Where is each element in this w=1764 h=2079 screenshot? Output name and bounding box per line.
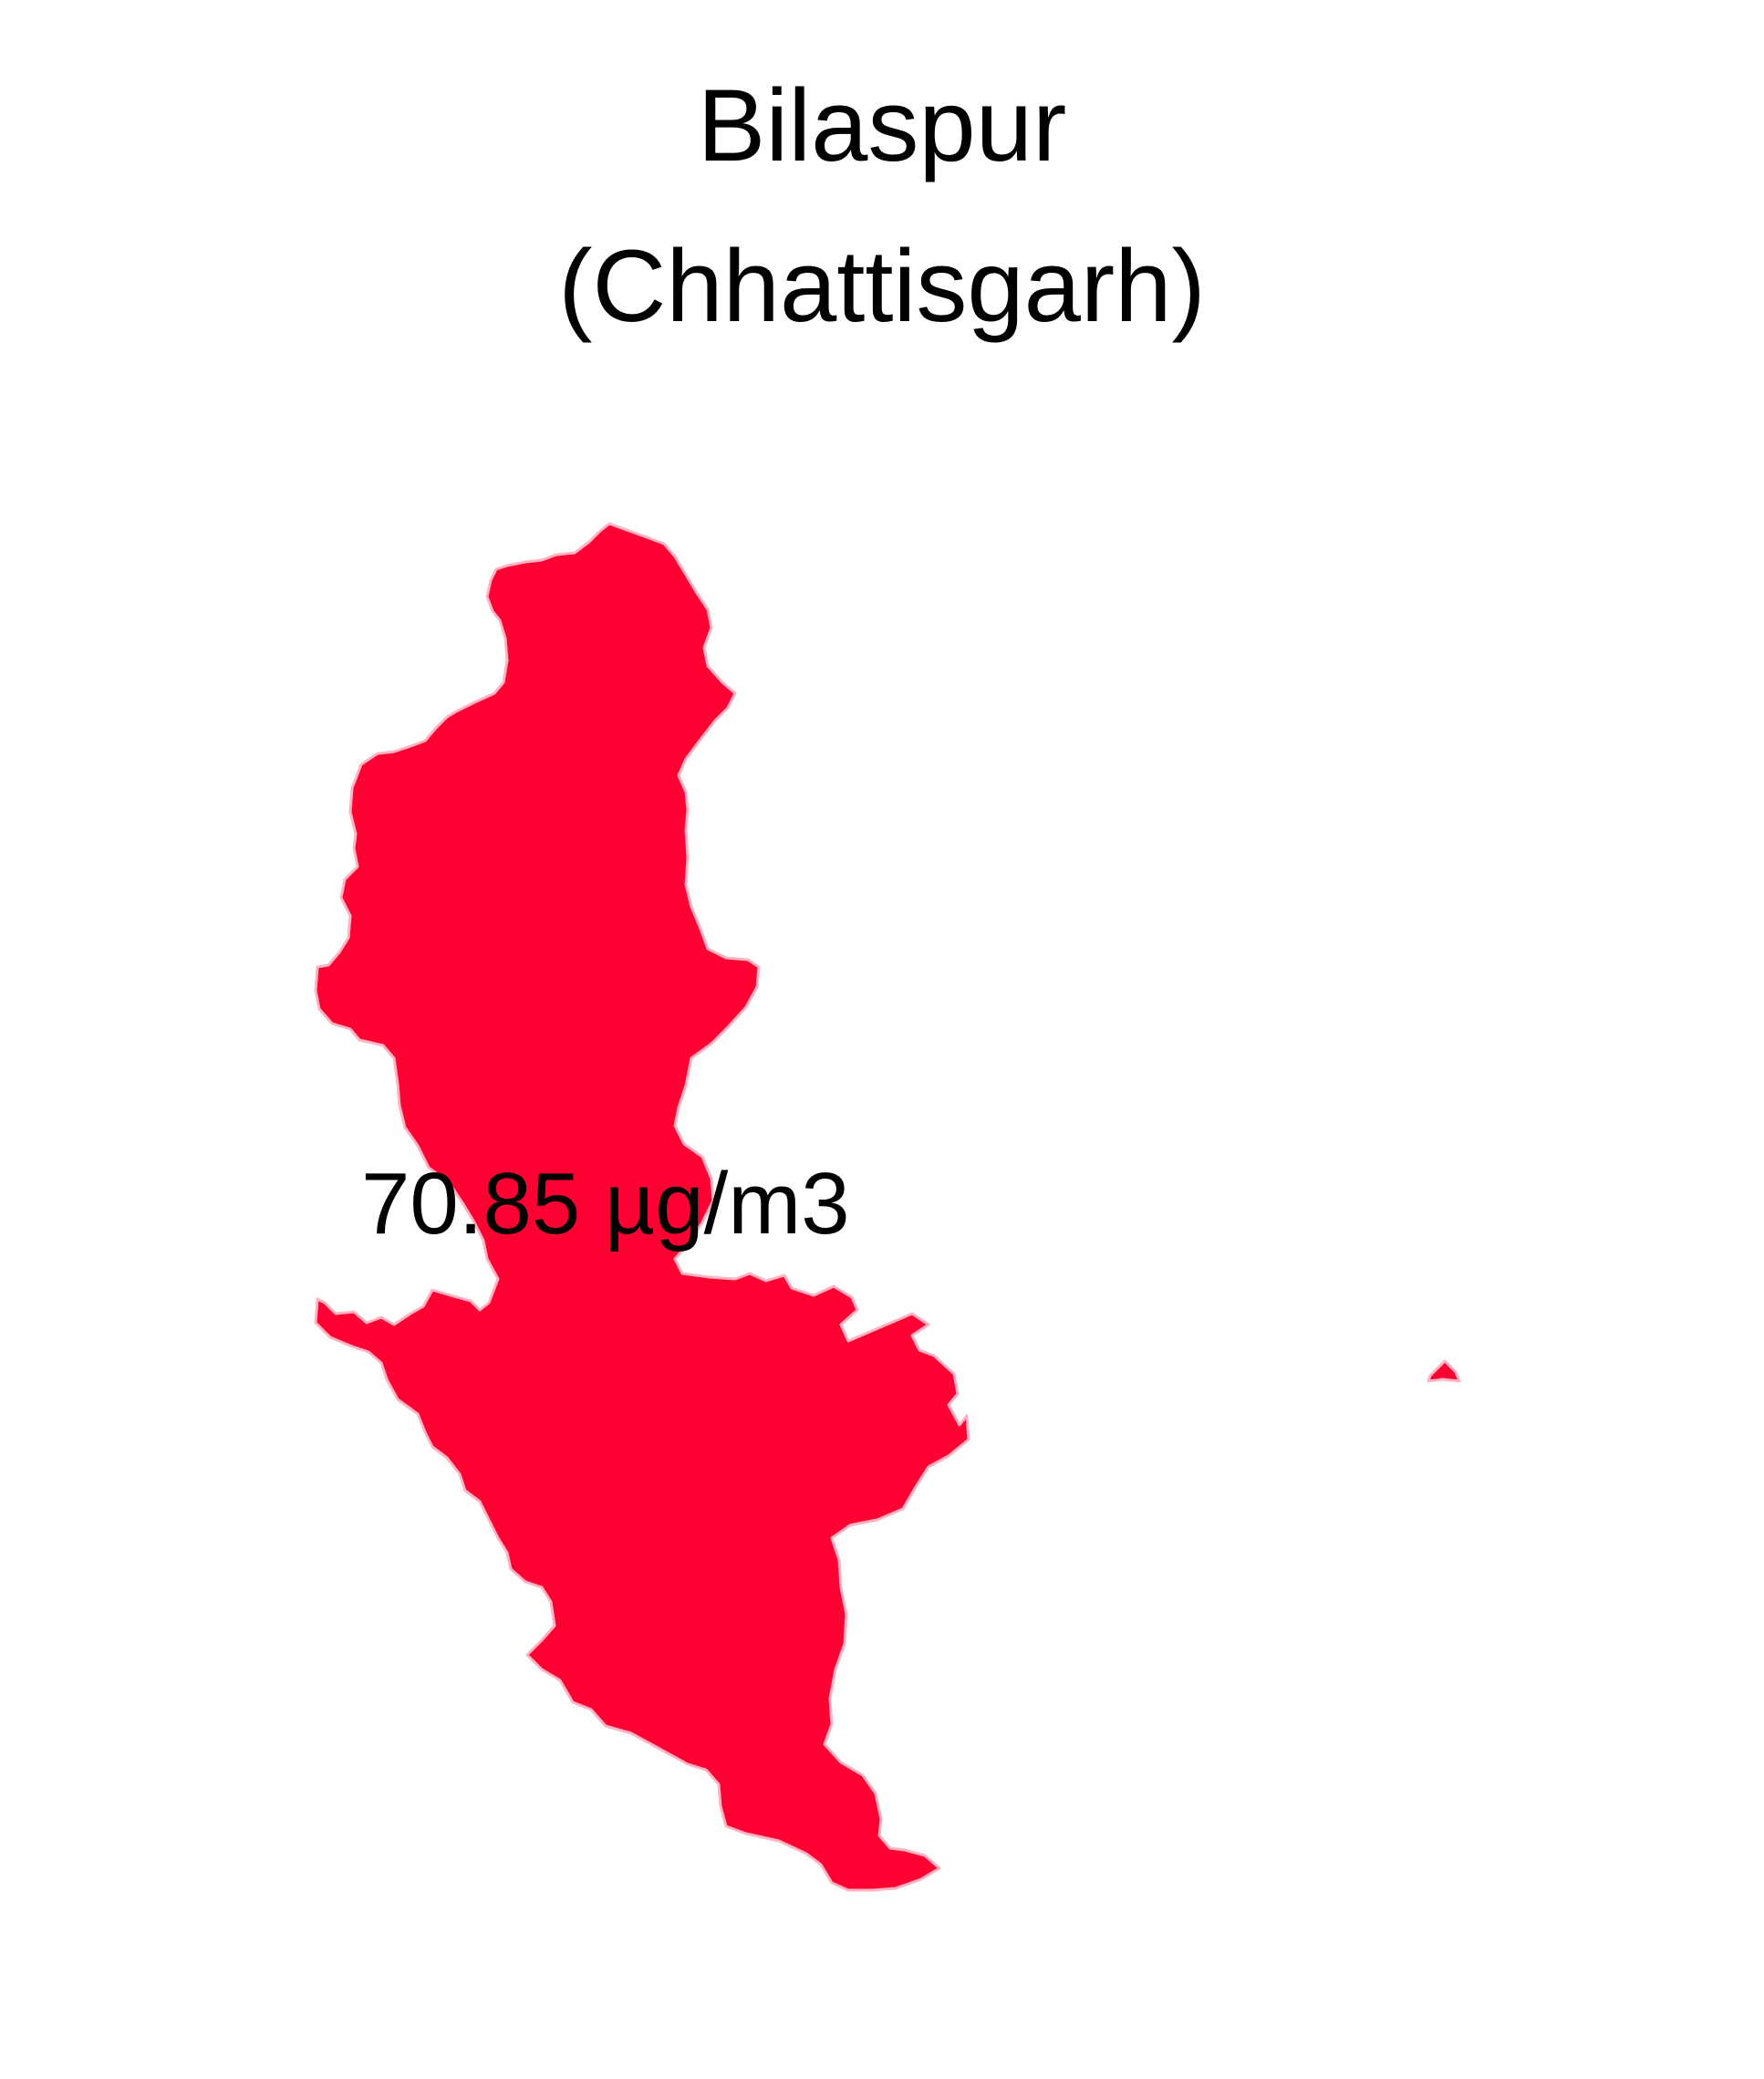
pollution-value-label: 70.85 µg/m3	[361, 1155, 850, 1253]
district-boundary-shape	[314, 522, 970, 1892]
map-title-state: (Chhattisgarh)	[558, 229, 1206, 343]
map-title-district: Bilaspur	[697, 68, 1067, 182]
district-enclave-shape	[1427, 1359, 1461, 1383]
